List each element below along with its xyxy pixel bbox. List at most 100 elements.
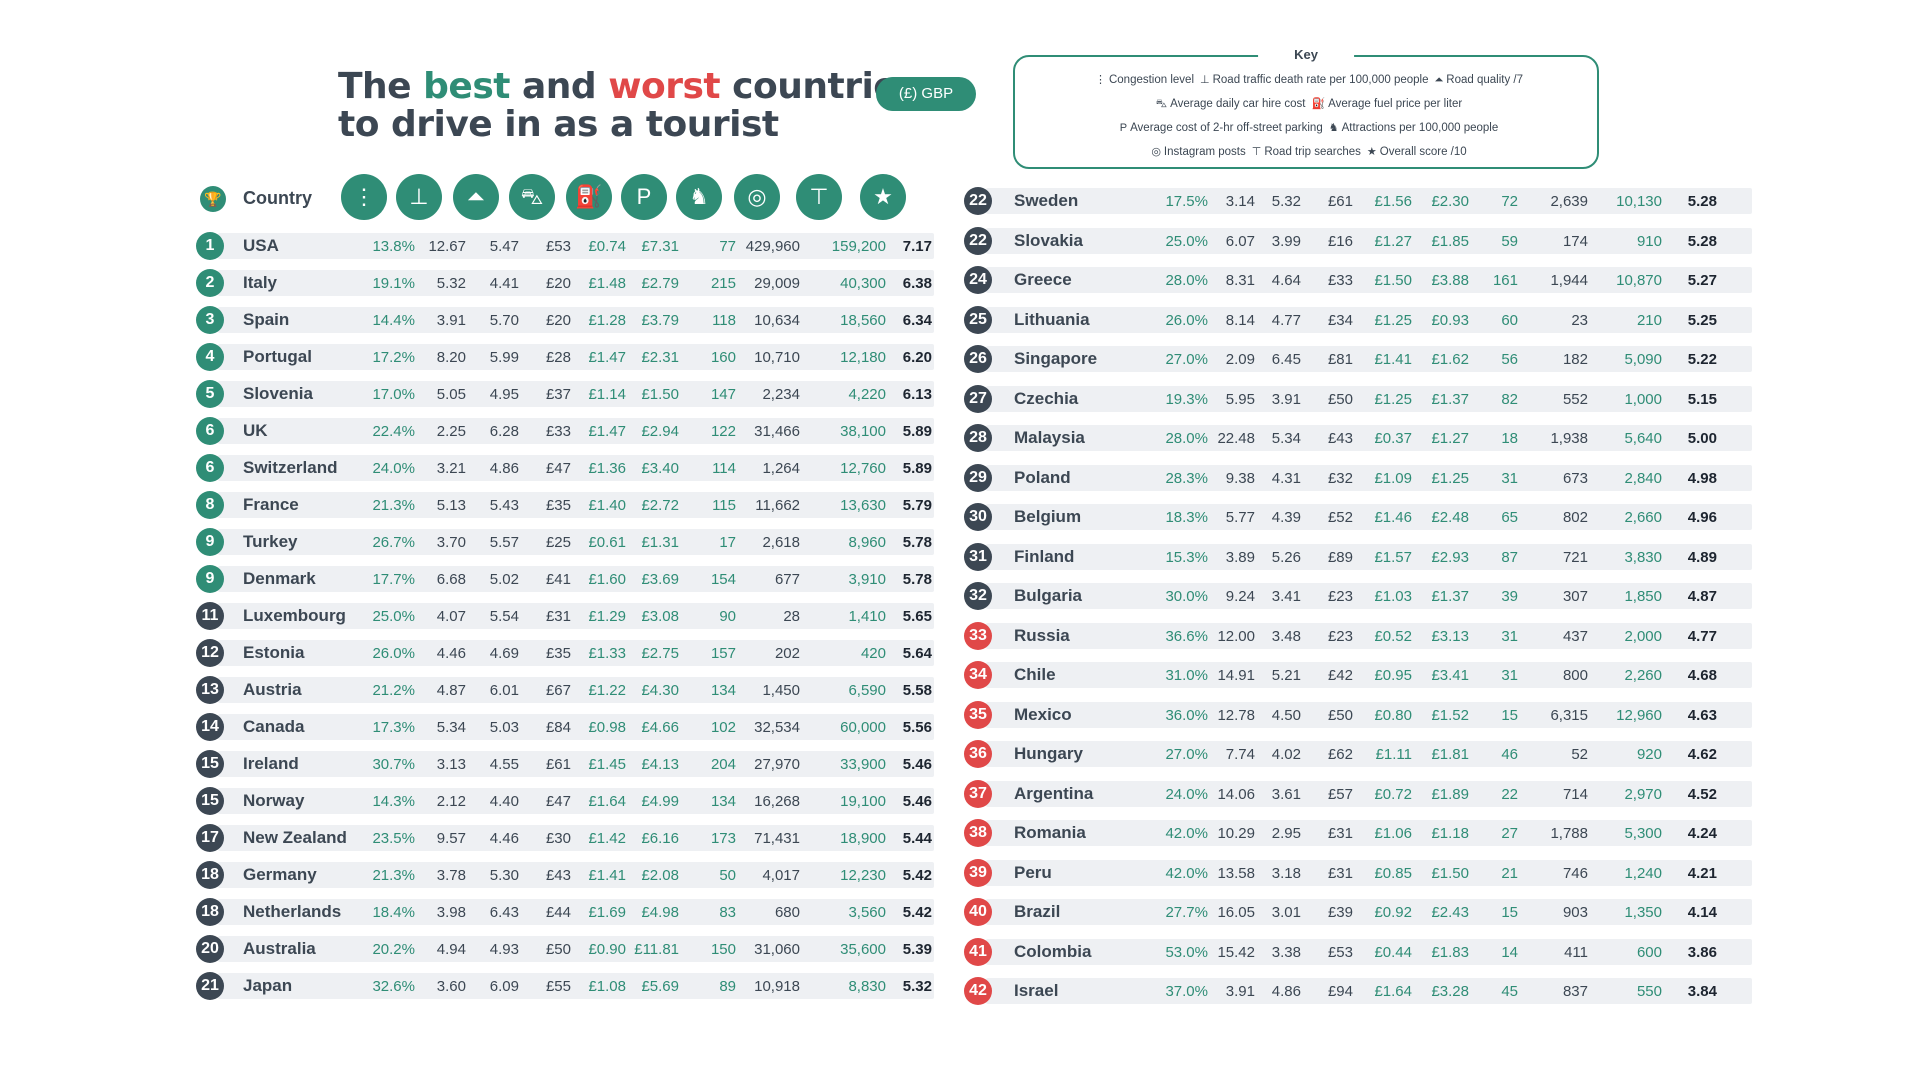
key-legend: Key ⋮ Congestion level ⊥ Road traffic death… (1013, 47, 1599, 169)
row-background (986, 780, 1752, 807)
cell-value: £84 (545, 719, 571, 736)
table-row: 31 Finland 15.3% 3.89 5.26 £89 £1.57 £2.93 87 721… (964, 541, 1754, 572)
cell-value: 90 (719, 608, 736, 625)
cell-value: 5.89 (902, 423, 932, 440)
cell-value: £1.27 (1431, 430, 1469, 447)
cell-value: £50 (1327, 706, 1353, 724)
table-row: 11 Luxembourg 25.0% 4.07 5.54 £31 £1.29 £3.08 90… (196, 600, 936, 631)
cell-value: £35 (545, 645, 571, 662)
cell-value: 5.05 (436, 386, 466, 403)
cell-value: 4.46 (489, 830, 519, 847)
cell-value: £1.45 (588, 756, 626, 773)
cell-value: 35,600 (840, 941, 886, 958)
cell-value: 122 (710, 423, 736, 440)
cell-value: 31.0% (1165, 667, 1208, 684)
rank-badge: 42 (964, 977, 992, 1005)
cell-value: £1.50 (1374, 272, 1412, 289)
cell-value: £16 (1327, 232, 1353, 250)
table-row: 17 New Zealand 23.5% 9.57 4.46 £30 £1.42 £6.16 1… (196, 822, 936, 853)
title-text: and (509, 66, 609, 107)
rank-badge: 15 (196, 787, 224, 815)
cell-value: 4.93 (489, 941, 519, 958)
cell-value: £1.06 (1374, 825, 1412, 842)
cell-value: 3.01 (1271, 904, 1301, 921)
cell-value: 14.3% (372, 793, 415, 810)
cell-value: 38,100 (840, 423, 886, 440)
cell-value: £3.88 (1431, 272, 1469, 289)
rank-badge: 40 (964, 898, 992, 926)
cell-value: £1.18 (1431, 825, 1469, 842)
cell-value: 3.18 (1271, 864, 1301, 882)
key-line-2: ⛍ Average daily car hire cost ⛽ Average fue… (1015, 97, 1597, 112)
cell-value: 5.28 (1687, 193, 1717, 210)
key-line-3: P Average cost of 2-hr off-street parking… (1015, 121, 1597, 134)
cell-value: 22 (1501, 785, 1518, 803)
row-background (986, 267, 1752, 293)
cell-value: 60,000 (840, 719, 886, 736)
cell-value: 12,230 (840, 867, 886, 884)
cell-value: 5.89 (902, 460, 932, 477)
cell-value: 3.91 (1225, 983, 1255, 1000)
cell-value: 204 (710, 756, 736, 773)
table-row: 22 Slovakia 25.0% 6.07 3.99 £16 £1.27 £1.85 59 17… (964, 225, 1754, 256)
row-background (986, 385, 1752, 412)
rank-badge: 27 (964, 384, 992, 413)
country-name: Ireland (243, 754, 299, 773)
cell-value: £1.69 (588, 904, 626, 921)
cell-value: 429,960 (745, 238, 800, 255)
cell-value: 5.32 (902, 978, 932, 995)
cell-value: 12.78 (1217, 706, 1255, 724)
cell-value: 1,264 (762, 460, 800, 477)
cell-value: 42.0% (1165, 864, 1208, 882)
cell-value: 5.42 (902, 867, 932, 884)
cell-value: 174 (1562, 232, 1588, 250)
cell-value: 5.57 (489, 534, 519, 551)
cell-value: £2.08 (641, 867, 679, 884)
cell-value: 5.15 (1687, 390, 1717, 408)
cell-value: 307 (1562, 588, 1588, 605)
cell-value: 28.3% (1165, 469, 1208, 487)
cell-value: 6.28 (489, 423, 519, 440)
cell-value: 31,466 (754, 423, 800, 440)
trophy-icon: 🏆 (200, 186, 226, 212)
cell-value: 1,850 (1624, 588, 1662, 605)
country-name: Italy (243, 273, 278, 292)
country-name: Finland (1014, 546, 1075, 566)
cell-value: 10,710 (754, 349, 800, 366)
rank-badge: 26 (964, 345, 992, 373)
cell-value: 7.74 (1225, 746, 1255, 763)
cell-value: 118 (712, 312, 736, 329)
table-row: 25 Lithuania 26.0% 8.14 4.77 £34 £1.25 £0.93 60 2… (964, 304, 1754, 335)
table-row: 34 Chile 31.0% 14.91 5.21 £42 £0.95 £3.41 31 800 2… (964, 659, 1754, 690)
cell-value: 26.0% (372, 645, 415, 662)
cell-value: 6,590 (848, 682, 886, 699)
title-line-2: to drive in as a tourist (338, 104, 779, 145)
cell-value: 14 (1501, 943, 1518, 961)
cell-value: £1.09 (1374, 469, 1412, 487)
cell-value: £2.75 (641, 645, 679, 662)
rank-badge: 39 (964, 858, 992, 887)
table-row: 9 Denmark 17.7% 6.68 5.02 £41 £1.60 £3.69 154 677… (196, 563, 936, 594)
cell-value: 27.0% (1165, 351, 1208, 368)
cell-value: 9.38 (1225, 469, 1255, 487)
key-item-label: Average cost of 2-hr off-street parking (1130, 122, 1323, 134)
country-name: Belgium (1014, 507, 1082, 526)
country-name: New Zealand (243, 828, 347, 847)
table-row: 26 Singapore 27.0% 2.09 6.45 £81 £1.41 £1.62 56 1… (964, 343, 1754, 374)
row-background (986, 978, 1752, 1004)
cell-value: 5.79 (902, 497, 932, 514)
country-name: Argentina (1014, 783, 1094, 803)
row-background (218, 825, 934, 851)
cell-value: 4.69 (489, 645, 519, 662)
rank-badge: 37 (964, 779, 992, 808)
cell-value: £0.44 (1374, 943, 1412, 961)
road-icon: ⏶ (453, 174, 499, 220)
cell-value: 72 (1501, 193, 1518, 210)
cell-value: £2.72 (641, 497, 679, 514)
fuel-pump-icon: ⛽ (566, 174, 612, 220)
cell-value: 5.58 (902, 682, 932, 699)
cell-value: 22.4% (372, 423, 415, 440)
country-name: Poland (1014, 467, 1071, 487)
cell-value: 2,840 (1624, 469, 1662, 487)
row-background (986, 188, 1752, 214)
